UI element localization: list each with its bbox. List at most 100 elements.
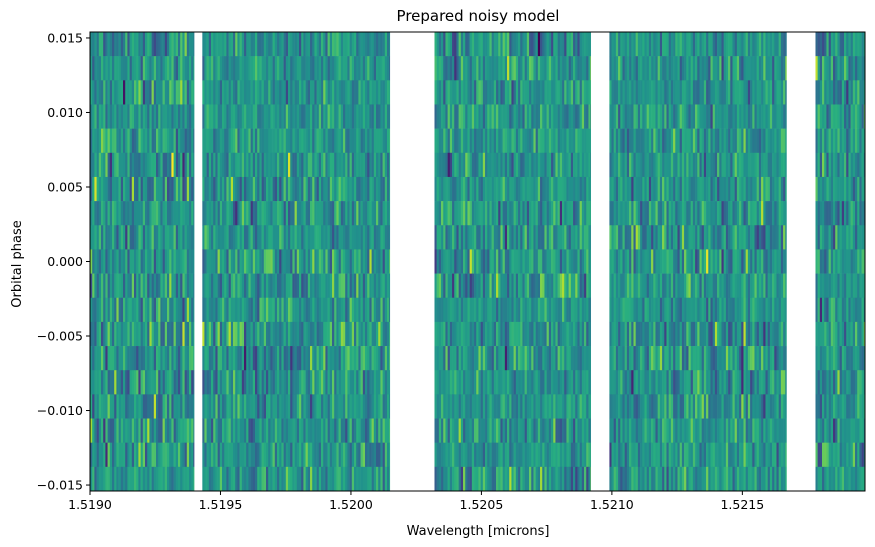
heatmap-cell — [679, 152, 683, 178]
heatmap-cell — [438, 346, 442, 371]
heatmap-cell — [92, 128, 95, 154]
heatmap-cell — [151, 346, 155, 371]
heatmap-cell — [562, 442, 565, 468]
heatmap-cell — [151, 32, 155, 57]
heatmap-cell — [736, 32, 740, 57]
heatmap-cell — [655, 104, 658, 129]
heatmap-cell — [498, 273, 501, 299]
heatmap-cell — [531, 394, 534, 419]
heatmap-cell — [586, 418, 589, 443]
heatmap-cell — [332, 56, 335, 81]
heatmap-cell — [222, 297, 225, 323]
heatmap-cell — [537, 442, 541, 468]
heatmap-cell — [107, 56, 111, 81]
heatmap-cell — [202, 152, 205, 178]
heatmap-cell — [299, 466, 302, 492]
heatmap-cell — [454, 32, 457, 57]
heatmap-cell — [493, 321, 497, 347]
heatmap-cell — [445, 225, 448, 250]
heatmap-cell — [761, 128, 764, 154]
heatmap-cell — [343, 442, 346, 468]
heatmap-cell — [640, 32, 643, 57]
heatmap-cell — [526, 370, 530, 395]
heatmap-cell — [173, 201, 177, 226]
heatmap-cell — [622, 346, 625, 371]
heatmap-cell — [213, 249, 216, 274]
heatmap-cell — [149, 321, 152, 347]
heatmap-cell — [175, 418, 179, 443]
heatmap-cell — [305, 418, 309, 443]
heatmap-cell — [96, 249, 100, 274]
heatmap-cell — [239, 152, 243, 178]
heatmap-cell — [653, 249, 656, 274]
heatmap-cell — [215, 32, 218, 57]
heatmap-cell — [389, 128, 391, 154]
heatmap-cell — [570, 442, 574, 468]
heatmap-cell — [318, 32, 322, 57]
heatmap-cell — [373, 370, 377, 395]
heatmap-cell — [664, 152, 667, 178]
heatmap-cell — [772, 273, 775, 299]
heatmap-cell — [305, 370, 309, 395]
heatmap-cell — [566, 176, 569, 202]
heatmap-cell — [131, 104, 135, 129]
heatmap-cell — [500, 32, 503, 57]
heatmap-cell — [138, 442, 141, 468]
heatmap-cell — [673, 273, 676, 299]
heatmap-cell — [471, 56, 475, 81]
heatmap-cell — [288, 394, 291, 419]
heatmap-cell — [369, 370, 372, 395]
heatmap-cell — [362, 466, 366, 492]
heatmap-cell — [334, 249, 337, 274]
heatmap-cell — [529, 418, 532, 443]
heatmap-cell — [153, 152, 157, 178]
heatmap-cell — [579, 56, 583, 81]
heatmap-cell — [138, 176, 141, 202]
heatmap-cell — [290, 32, 293, 57]
heatmap-cell — [579, 80, 583, 105]
heatmap-cell — [769, 56, 773, 81]
heatmap-cell — [134, 370, 137, 395]
heatmap-cell — [511, 442, 514, 468]
heatmap-cell — [257, 418, 260, 443]
heatmap-cell — [156, 466, 159, 492]
heatmap-cell — [292, 249, 295, 274]
heatmap-cell — [310, 297, 313, 323]
heatmap-cell — [615, 32, 619, 57]
heatmap-cell — [224, 418, 227, 443]
heatmap-cell — [555, 321, 558, 347]
heatmap-cell — [257, 273, 260, 299]
heatmap-cell — [263, 104, 267, 129]
heatmap-cell — [252, 104, 256, 129]
heatmap-cell — [101, 418, 104, 443]
heatmap-cell — [445, 80, 448, 105]
heatmap-cell — [180, 297, 183, 323]
heatmap-cell — [389, 370, 391, 395]
heatmap-cell — [283, 128, 287, 154]
heatmap-cell — [310, 104, 313, 129]
heatmap-cell — [533, 128, 536, 154]
heatmap-cell — [679, 176, 683, 202]
heatmap-cell — [629, 225, 632, 250]
heatmap-cell — [485, 128, 488, 154]
heatmap-cell — [272, 32, 276, 57]
heatmap-cell — [540, 466, 543, 492]
heatmap-cell — [551, 297, 554, 323]
heatmap-cell — [384, 152, 388, 178]
heatmap-cell — [776, 225, 779, 250]
heatmap-cell — [551, 346, 554, 371]
heatmap-cell — [679, 297, 683, 323]
heatmap-cell — [294, 32, 298, 57]
heatmap-cell — [290, 152, 293, 178]
heatmap-cell — [535, 346, 539, 371]
heatmap-cell — [158, 176, 161, 202]
heatmap-cell — [725, 104, 729, 129]
heatmap-cell — [347, 297, 350, 323]
heatmap-cell — [206, 104, 210, 129]
heatmap-cell — [670, 249, 674, 274]
heatmap-cell — [178, 394, 181, 419]
heatmap-cell — [449, 346, 453, 371]
heatmap-cell — [296, 225, 300, 250]
heatmap-cell — [266, 394, 269, 419]
heatmap-cell — [679, 32, 683, 57]
